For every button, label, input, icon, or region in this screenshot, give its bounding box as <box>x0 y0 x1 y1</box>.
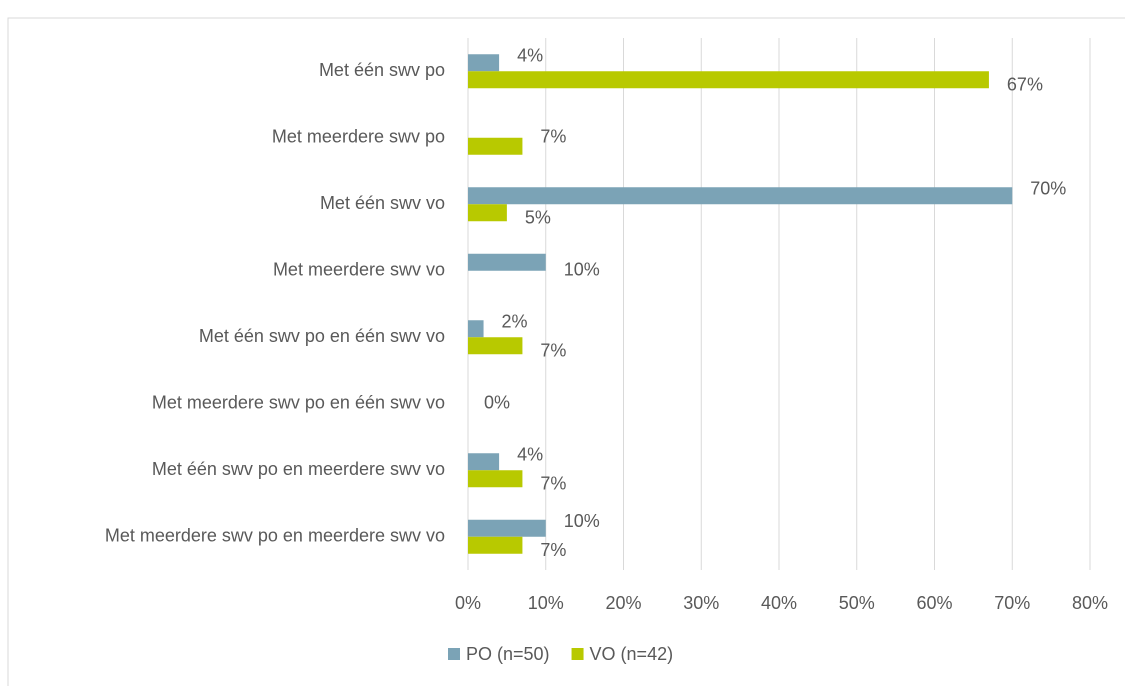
data-label: 4% <box>517 46 543 66</box>
x-tick-label: 40% <box>761 593 797 613</box>
legend-swatch <box>448 648 460 660</box>
bar <box>468 71 989 89</box>
x-tick-label: 70% <box>994 593 1030 613</box>
y-tick-label: Met één swv vo <box>320 193 445 213</box>
chart-frame <box>7 17 1125 686</box>
data-label: 5% <box>525 208 551 228</box>
x-tick-label: 20% <box>605 593 641 613</box>
x-tick-label: 80% <box>1072 593 1108 613</box>
x-tick-label: 50% <box>839 593 875 613</box>
legend-label: VO (n=42) <box>590 644 674 664</box>
bar <box>468 253 546 271</box>
data-label: 67% <box>1007 75 1043 95</box>
bar <box>468 54 500 72</box>
data-label: 70% <box>1030 179 1066 199</box>
bar <box>468 187 1013 205</box>
bar <box>468 536 523 554</box>
data-label: 7% <box>540 341 566 361</box>
bar <box>468 453 500 471</box>
y-tick-label: Met meerdere swv po en één swv vo <box>152 393 445 413</box>
y-tick-label: Met meerdere swv po <box>272 127 445 147</box>
data-label: 10% <box>564 511 600 531</box>
y-tick-label: Met één swv po en één swv vo <box>199 326 445 346</box>
bar <box>468 519 546 537</box>
legend-swatch <box>571 648 584 660</box>
bar <box>468 320 484 338</box>
data-label: 10% <box>564 260 600 280</box>
data-label: 0% <box>484 393 510 413</box>
x-tick-label: 30% <box>683 593 719 613</box>
bar <box>468 204 507 222</box>
x-tick-label: 0% <box>455 593 481 613</box>
bar <box>468 337 523 355</box>
y-tick-label: Met meerdere swv vo <box>273 260 445 280</box>
data-label: 4% <box>517 445 543 465</box>
bar <box>468 137 523 155</box>
y-tick-label: Met één swv po <box>319 60 445 80</box>
bar <box>468 470 523 488</box>
data-label: 7% <box>540 540 566 560</box>
x-tick-label: 10% <box>528 593 564 613</box>
data-label: 7% <box>540 127 566 147</box>
y-tick-label: Met één swv po en meerdere swv vo <box>152 459 445 479</box>
legend-label: PO (n=50) <box>466 644 550 664</box>
data-label: 7% <box>540 474 566 494</box>
data-label: 2% <box>502 312 528 332</box>
y-tick-label: Met meerdere swv po en meerdere swv vo <box>105 526 445 546</box>
x-tick-label: 60% <box>916 593 952 613</box>
